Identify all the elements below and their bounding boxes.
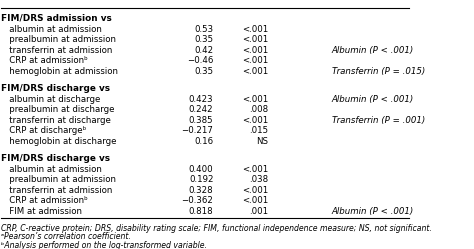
- Text: 0.42: 0.42: [194, 46, 213, 55]
- Text: 0.192: 0.192: [189, 175, 213, 184]
- Text: transferrin at discharge: transferrin at discharge: [1, 116, 111, 125]
- Text: −0.217: −0.217: [182, 126, 213, 135]
- Text: FIM/DRS discharge vs: FIM/DRS discharge vs: [1, 154, 110, 163]
- Text: CRP at admissionᵇ: CRP at admissionᵇ: [1, 196, 88, 205]
- Text: <.001: <.001: [242, 196, 268, 205]
- Text: 0.242: 0.242: [189, 105, 213, 114]
- Text: albumin at admission: albumin at admission: [1, 165, 102, 174]
- Text: <.001: <.001: [242, 46, 268, 55]
- Text: CRP, C-reactive protein; DRS, disability rating scale; FIM, functional independe: CRP, C-reactive protein; DRS, disability…: [1, 224, 432, 233]
- Text: FIM/DRS discharge vs: FIM/DRS discharge vs: [1, 84, 110, 93]
- Text: 0.400: 0.400: [189, 165, 213, 174]
- Text: FIM at admission: FIM at admission: [1, 207, 82, 216]
- Text: 0.16: 0.16: [194, 137, 213, 146]
- Text: <.001: <.001: [242, 24, 268, 34]
- Text: Albumin (P < .001): Albumin (P < .001): [332, 46, 414, 55]
- Text: <.001: <.001: [242, 67, 268, 76]
- Text: 0.385: 0.385: [189, 116, 213, 125]
- Text: −0.46: −0.46: [187, 57, 213, 65]
- Text: <.001: <.001: [242, 57, 268, 65]
- Text: .008: .008: [249, 105, 268, 114]
- Text: 0.818: 0.818: [189, 207, 213, 216]
- Text: <.001: <.001: [242, 186, 268, 195]
- Text: FIM/DRS admission vs: FIM/DRS admission vs: [1, 14, 112, 23]
- Text: 0.423: 0.423: [189, 95, 213, 104]
- Text: prealbumin at admission: prealbumin at admission: [1, 175, 117, 184]
- Text: Albumin (P < .001): Albumin (P < .001): [332, 95, 414, 104]
- Text: −0.362: −0.362: [182, 196, 213, 205]
- Text: <.001: <.001: [242, 35, 268, 44]
- Text: albumin at admission: albumin at admission: [1, 24, 102, 34]
- Text: 0.35: 0.35: [194, 35, 213, 44]
- Text: transferrin at admission: transferrin at admission: [1, 46, 113, 55]
- Text: NS: NS: [256, 137, 268, 146]
- Text: <.001: <.001: [242, 95, 268, 104]
- Text: hemoglobin at discharge: hemoglobin at discharge: [1, 137, 117, 146]
- Text: transferrin at admission: transferrin at admission: [1, 186, 113, 195]
- Text: ᵃPearson’s correlation coefficient.: ᵃPearson’s correlation coefficient.: [1, 232, 131, 241]
- Text: prealbumin at admission: prealbumin at admission: [1, 35, 117, 44]
- Text: Transferrin (P = .015): Transferrin (P = .015): [332, 67, 425, 76]
- Text: 0.35: 0.35: [194, 67, 213, 76]
- Text: albumin at discharge: albumin at discharge: [1, 95, 101, 104]
- Text: Transferrin (P = .001): Transferrin (P = .001): [332, 116, 425, 125]
- Text: CRP at admissionᵇ: CRP at admissionᵇ: [1, 57, 88, 65]
- Text: prealbumin at discharge: prealbumin at discharge: [1, 105, 115, 114]
- Text: 0.328: 0.328: [189, 186, 213, 195]
- Text: .015: .015: [249, 126, 268, 135]
- Text: ᵇAnalysis performed on the log-transformed variable.: ᵇAnalysis performed on the log-transform…: [1, 241, 208, 249]
- Text: Albumin (P < .001): Albumin (P < .001): [332, 207, 414, 216]
- Text: <.001: <.001: [242, 116, 268, 125]
- Text: CRP at dischargeᵇ: CRP at dischargeᵇ: [1, 126, 87, 135]
- Text: .038: .038: [249, 175, 268, 184]
- Text: .001: .001: [249, 207, 268, 216]
- Text: hemoglobin at admission: hemoglobin at admission: [1, 67, 118, 76]
- Text: 0.53: 0.53: [194, 24, 213, 34]
- Text: <.001: <.001: [242, 165, 268, 174]
